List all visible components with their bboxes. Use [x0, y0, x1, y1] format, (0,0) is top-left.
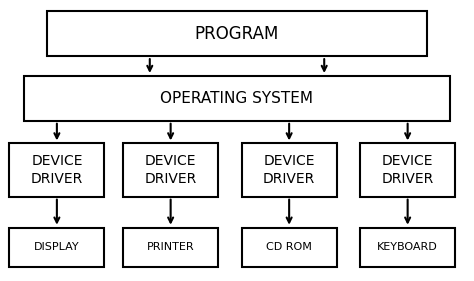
Text: DEVICE
DRIVER: DEVICE DRIVER — [263, 154, 315, 186]
FancyBboxPatch shape — [123, 228, 218, 267]
FancyBboxPatch shape — [47, 11, 427, 56]
FancyBboxPatch shape — [360, 228, 455, 267]
Text: CD ROM: CD ROM — [266, 242, 312, 252]
FancyBboxPatch shape — [360, 143, 455, 197]
Text: OPERATING SYSTEM: OPERATING SYSTEM — [161, 91, 313, 106]
FancyBboxPatch shape — [24, 76, 450, 121]
Text: DISPLAY: DISPLAY — [34, 242, 80, 252]
Text: DEVICE
DRIVER: DEVICE DRIVER — [145, 154, 197, 186]
Text: DEVICE
DRIVER: DEVICE DRIVER — [382, 154, 434, 186]
Text: DEVICE
DRIVER: DEVICE DRIVER — [31, 154, 83, 186]
FancyBboxPatch shape — [123, 143, 218, 197]
Text: PROGRAM: PROGRAM — [195, 25, 279, 43]
FancyBboxPatch shape — [242, 143, 337, 197]
FancyBboxPatch shape — [9, 228, 104, 267]
FancyBboxPatch shape — [9, 143, 104, 197]
FancyBboxPatch shape — [242, 228, 337, 267]
Text: KEYBOARD: KEYBOARD — [377, 242, 438, 252]
Text: PRINTER: PRINTER — [147, 242, 194, 252]
